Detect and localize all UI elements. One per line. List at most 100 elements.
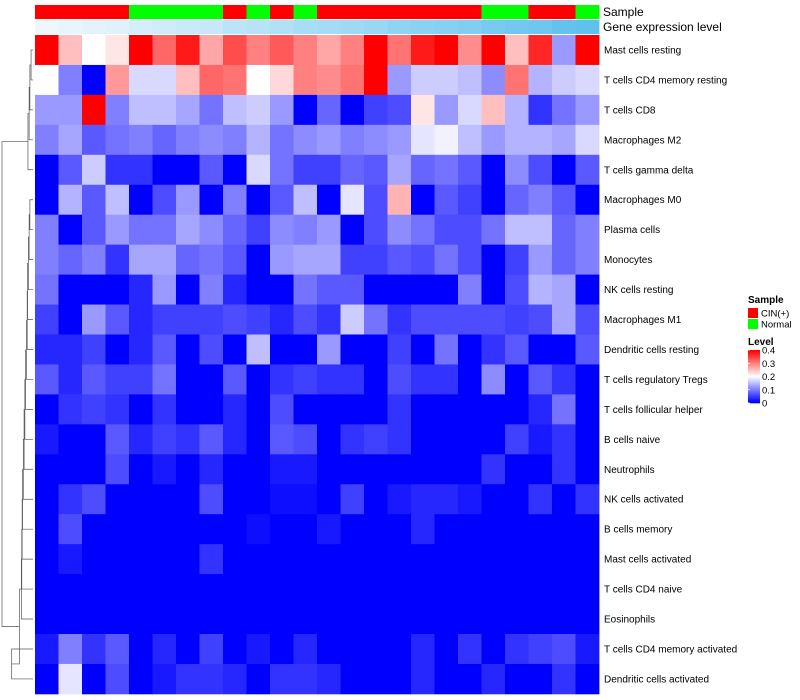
heatmap-cell — [293, 394, 318, 425]
heatmap-cell — [152, 304, 177, 335]
heatmap-cell — [387, 394, 412, 425]
heatmap-cell — [434, 424, 459, 455]
heatmap-cell — [528, 424, 553, 455]
heatmap-cell — [199, 454, 224, 485]
heatmap-cell — [223, 124, 247, 156]
level-colorbar-segment — [748, 377, 760, 380]
expression-annotation-cell — [129, 20, 153, 34]
heatmap-cell — [458, 214, 482, 246]
heatmap-cell — [434, 124, 459, 156]
heatmap-cell — [35, 364, 59, 395]
heatmap-cell — [58, 394, 83, 425]
sample-legend-label: CIN(+) — [761, 309, 789, 320]
heatmap-cell — [411, 274, 435, 305]
heatmap-cell — [270, 604, 294, 635]
sample-legend-title: Sample — [748, 295, 784, 306]
heatmap-cell — [552, 35, 576, 66]
heatmap-cell — [552, 424, 576, 455]
heatmap-cell — [528, 604, 553, 635]
sample-annotation-cell — [458, 5, 482, 19]
heatmap-cell — [176, 484, 200, 515]
level-colorbar-segment — [748, 360, 760, 363]
level-tick-label: 0.4 — [762, 346, 775, 357]
heatmap-cell — [246, 394, 271, 425]
heatmap-cell — [246, 544, 271, 575]
level-colorbar-segment — [748, 387, 760, 389]
heatmap-cell — [58, 94, 83, 126]
level-tick-label: 0.1 — [762, 385, 775, 396]
heatmap-cell — [411, 574, 435, 605]
heatmap-cell — [411, 663, 435, 695]
dendrogram-branch — [29, 199, 33, 231]
level-colorbar-segment — [748, 367, 760, 369]
row-label: NK cells activated — [604, 495, 683, 506]
heatmap-cell — [340, 574, 365, 605]
heatmap-cell — [293, 574, 318, 605]
heatmap-cell — [528, 544, 553, 575]
heatmap-cell — [340, 663, 365, 695]
heatmap-cell — [575, 394, 600, 425]
heatmap-cell — [82, 154, 106, 186]
sample-annotation-cell — [411, 5, 435, 19]
heatmap-cell — [176, 424, 200, 455]
heatmap-cell — [317, 574, 341, 605]
level-colorbar-segment — [748, 392, 760, 395]
heatmap-cell — [575, 334, 600, 365]
heatmap-cell — [105, 364, 130, 395]
heatmap-cell — [270, 244, 294, 275]
row-label: T cells CD8 — [604, 105, 656, 116]
heatmap-cell — [434, 274, 459, 305]
heatmap-cell — [176, 124, 200, 156]
heatmap-cell — [528, 154, 553, 186]
row-label: Macrophages M2 — [604, 135, 682, 146]
heatmap-cell — [152, 364, 177, 395]
heatmap-cell — [199, 274, 224, 305]
heatmap-cell — [434, 64, 459, 96]
heatmap-cell — [340, 634, 365, 665]
heatmap-cell — [552, 64, 576, 96]
heatmap-cell — [82, 634, 106, 665]
heatmap-cell — [82, 604, 106, 635]
heatmap-cell — [528, 214, 553, 246]
heatmap-cell — [293, 214, 318, 246]
heatmap-cell — [317, 484, 341, 515]
heatmap-cell — [199, 64, 224, 96]
heatmap-cell — [129, 364, 153, 395]
heatmap-cell — [176, 64, 200, 96]
heatmap-cell — [246, 634, 271, 665]
heatmap-cell — [176, 663, 200, 695]
heatmap-cell — [152, 394, 177, 425]
row-labels: Mast cells resting T cells CD4 memory res… — [604, 45, 737, 685]
heatmap-cell — [340, 94, 365, 126]
heatmap-cell — [340, 214, 365, 246]
row-label: Plasma cells — [604, 225, 660, 236]
heatmap-cell — [293, 484, 318, 515]
heatmap-cell — [411, 124, 435, 156]
row-label: B cells naive — [604, 435, 661, 446]
heatmap-cell — [340, 394, 365, 425]
heatmap-cell — [105, 634, 130, 665]
heatmap-cell — [481, 124, 506, 156]
heatmap-cell — [105, 663, 130, 695]
heatmap-cell — [340, 304, 365, 335]
heatmap-cell — [481, 304, 506, 335]
sample-legend-swatch — [748, 308, 758, 318]
heatmap-cell — [223, 244, 247, 275]
heatmap-cell — [340, 244, 365, 275]
sample-annotation-cell — [293, 5, 318, 19]
heatmap-cell — [223, 454, 247, 485]
sample-annotation-cell — [575, 5, 600, 19]
heatmap-cell — [58, 634, 83, 665]
heatmap-cell — [505, 214, 529, 246]
heatmap-cell — [293, 124, 318, 156]
sample-annotation-cell — [35, 5, 59, 19]
heatmap-cell — [317, 634, 341, 665]
heatmap-cell — [575, 574, 600, 605]
heatmap-cell — [152, 184, 177, 216]
expression-annotation-cell — [176, 20, 200, 34]
heatmap-cell — [340, 154, 365, 186]
level-colorbar-segment — [748, 380, 760, 383]
heatmap-cell — [458, 514, 482, 545]
heatmap-cell — [35, 514, 59, 545]
heatmap-cell — [575, 514, 600, 545]
